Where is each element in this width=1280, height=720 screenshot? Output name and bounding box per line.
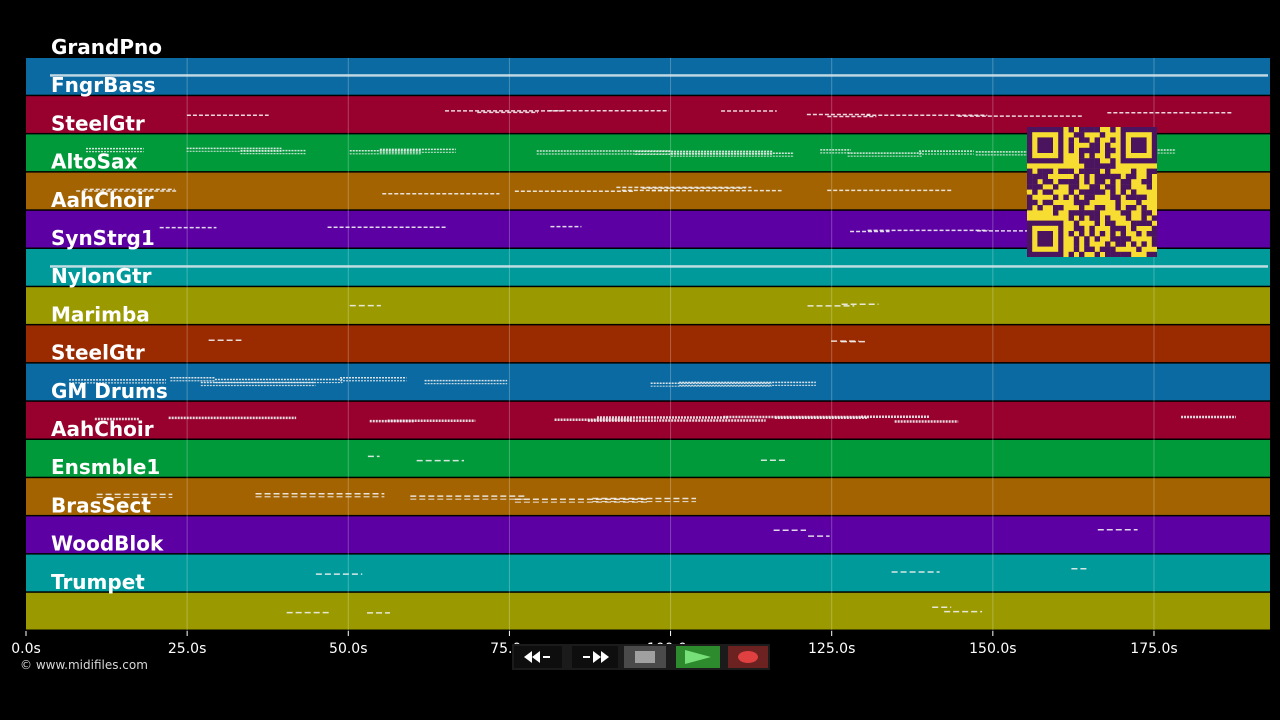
fast-forward-icon	[583, 651, 609, 663]
track-lane	[26, 440, 1270, 477]
track-label: SteelGtr	[51, 111, 145, 135]
record-icon	[738, 651, 758, 663]
track-lane	[26, 554, 1270, 592]
track-lane	[26, 592, 1270, 630]
fast-forward-button[interactable]	[572, 646, 618, 668]
track-label: GM Drums	[51, 379, 168, 403]
track-notes	[94, 415, 1236, 423]
stop-button[interactable]	[624, 646, 666, 668]
track-lane	[26, 287, 1270, 324]
track-lane	[26, 363, 1270, 401]
play-button[interactable]	[676, 646, 720, 668]
copyright-text: © www.midifiles.com	[20, 658, 148, 672]
track-labels: GrandPno FngrBass SteelGtr AltoSax AahChoir S…	[51, 35, 168, 594]
play-icon	[685, 650, 711, 664]
track-notes	[773, 529, 1138, 537]
track-label: NylonGtr	[51, 264, 152, 288]
track-label: SynStrg1	[51, 226, 155, 250]
track-label: AltoSax	[51, 150, 138, 174]
rewind-button[interactable]	[514, 646, 562, 668]
axis-tick-label: 0.0s	[11, 641, 41, 657]
track-notes	[315, 568, 1090, 575]
track-notes	[208, 339, 866, 343]
track-notes	[367, 455, 788, 462]
track-notes	[286, 606, 983, 614]
track-lane	[26, 516, 1270, 554]
track-label: SteelGtr	[51, 341, 145, 365]
track-notes	[76, 186, 1125, 195]
stop-icon	[635, 651, 655, 663]
track-label: Ensmble1	[51, 455, 160, 479]
track-notes	[96, 492, 697, 503]
track-notes	[50, 74, 1268, 77]
axis-tick-label: 150.0s	[969, 641, 1016, 657]
track-lane	[26, 96, 1270, 133]
track-label: AahChoir	[51, 188, 154, 212]
track-notes	[349, 303, 879, 307]
track-label: FngrBass	[51, 73, 156, 97]
axis-tick-label: 50.0s	[329, 641, 367, 657]
track-lane	[26, 478, 1270, 515]
record-button[interactable]	[728, 646, 768, 668]
track-notes	[69, 376, 816, 387]
track-notes	[186, 110, 1234, 118]
rewind-icon	[524, 651, 550, 663]
axis-tick-label: 25.0s	[168, 641, 206, 657]
note-events	[50, 74, 1268, 614]
track-label: WoodBlok	[51, 532, 164, 556]
track-notes	[50, 265, 1268, 268]
axis-tick-label: 175.0s	[1130, 641, 1177, 657]
transport-controls	[512, 644, 770, 670]
qr-code-image	[1027, 127, 1158, 258]
track-lane	[26, 325, 1270, 363]
track-label: AahChoir	[51, 417, 154, 441]
track-label: Trumpet	[51, 570, 145, 594]
track-label: GrandPno	[51, 35, 162, 59]
track-label: BrasSect	[51, 493, 151, 517]
track-label: Marimba	[51, 302, 150, 326]
qr-code	[1027, 127, 1158, 258]
axis-tick-label: 125.0s	[808, 641, 855, 657]
